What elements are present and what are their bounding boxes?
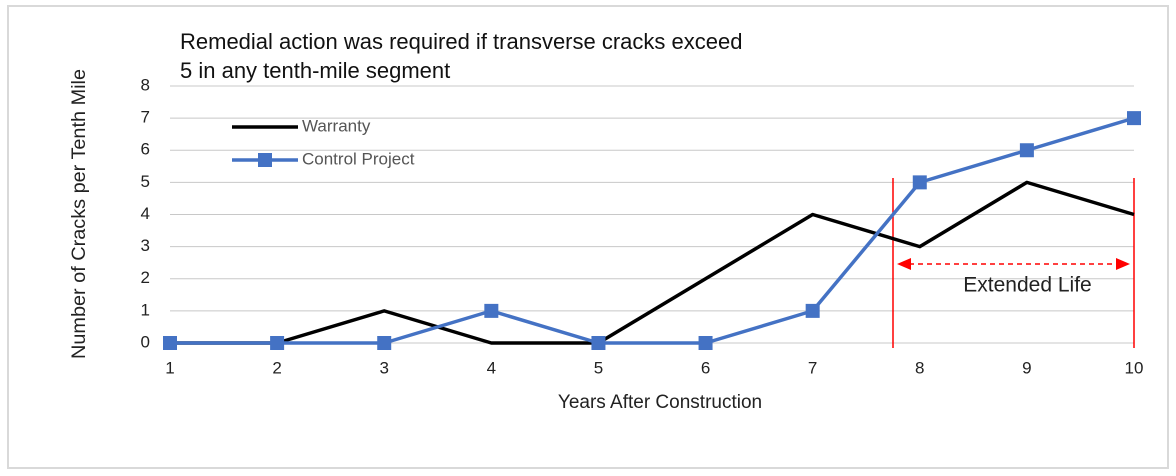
marker (1127, 111, 1141, 126)
x-tick-label: 9 (1022, 358, 1031, 377)
x-axis-label: Years After Construction (558, 392, 762, 413)
annotation-text: Extended Life (963, 274, 1091, 297)
y-tick-label: 4 (141, 204, 150, 223)
x-tick-label: 8 (915, 358, 924, 377)
marker (698, 336, 713, 350)
arrow-head (897, 258, 911, 270)
chart-title: Remedial action was required if transver… (180, 29, 742, 54)
x-tick-label: 7 (808, 358, 817, 377)
marker (591, 336, 606, 350)
x-tick-label: 6 (701, 358, 710, 377)
series-line (170, 116, 1135, 345)
marker (912, 175, 927, 190)
marker (163, 336, 177, 350)
y-tick-label: 2 (141, 268, 150, 287)
y-tick-label: 1 (141, 300, 150, 319)
y-tick-label: 8 (141, 75, 150, 94)
chart-title: 5 in any tenth-mile segment (180, 58, 450, 83)
y-axis-label: Number of Cracks per Tenth Mile (69, 69, 90, 359)
y-tick-label: 3 (141, 236, 150, 255)
legend-label: Control Project (302, 149, 415, 168)
legend-label: Warranty (302, 116, 371, 135)
y-tick-label: 7 (141, 108, 150, 127)
x-tick-label: 10 (1125, 358, 1144, 377)
x-tick-label: 4 (487, 358, 496, 377)
marker (377, 336, 392, 350)
x-tick-label: 5 (594, 358, 603, 377)
marker (805, 303, 820, 318)
x-tick-label: 3 (379, 358, 388, 377)
y-tick-label: 5 (141, 172, 150, 191)
x-tick-label: 1 (165, 358, 174, 377)
arrow-head (1116, 258, 1130, 270)
y-tick-label: 0 (141, 332, 150, 351)
y-tick-label: 6 (141, 140, 150, 159)
marker (484, 303, 499, 318)
marker (1019, 143, 1034, 158)
legend-marker (258, 153, 272, 167)
series-line (170, 180, 1135, 345)
frame (7, 5, 1169, 469)
x-tick-label: 2 (272, 358, 281, 377)
marker (270, 336, 285, 350)
